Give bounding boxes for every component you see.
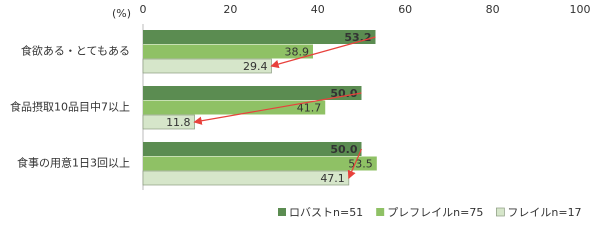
data-label: 53.5 — [348, 158, 373, 171]
x-tick-label: 100 — [570, 3, 591, 16]
bar — [142, 170, 350, 186]
legend-label: プレフレイルn=75 — [387, 206, 483, 219]
legend-label: フレイルn=17 — [507, 206, 581, 219]
legend-swatch — [496, 207, 505, 217]
data-label: 29.4 — [243, 60, 268, 73]
data-label: 11.8 — [166, 116, 191, 129]
trend-arrow — [193, 92, 362, 125]
bar — [143, 44, 313, 59]
bar — [143, 156, 377, 171]
data-label: 47.1 — [320, 172, 345, 185]
x-tick-label: 80 — [486, 3, 500, 16]
x-tick-label: 60 — [398, 3, 412, 16]
trend-arrow — [270, 36, 376, 69]
x-tick-label: 0 — [140, 3, 147, 16]
category-label: 食品摂取10品目中7以上 — [10, 100, 130, 114]
legend-swatch — [376, 208, 385, 216]
legend-label: ロバストn=51 — [289, 206, 363, 219]
bar — [143, 30, 376, 44]
category-label: 食事の用意1日3回以上 — [17, 156, 130, 170]
axis-unit-label: (%) — [112, 7, 131, 20]
bar — [143, 142, 362, 156]
data-label: 38.9 — [284, 46, 309, 59]
data-label: 50.0 — [330, 143, 357, 156]
chart: (%) 0 20 40 60 80 100 食欲ある・とてもある 53.2 38.9 29.4 食品… — [10, 3, 591, 219]
trend-arrow — [347, 148, 363, 180]
data-label: 53.2 — [344, 31, 371, 44]
category-label: 食欲ある・とてもある — [21, 44, 130, 58]
legend-swatch — [278, 208, 286, 216]
bar — [143, 100, 326, 115]
bar — [143, 86, 362, 100]
x-tick-label: 40 — [311, 3, 325, 16]
x-tick-label: 20 — [223, 3, 237, 16]
data-label: 41.7 — [297, 102, 322, 115]
